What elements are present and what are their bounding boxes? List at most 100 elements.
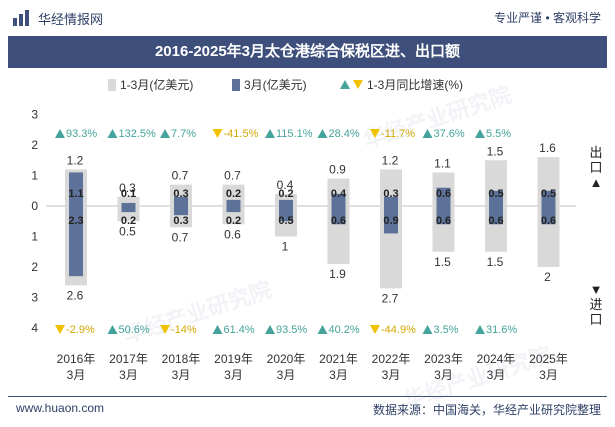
export-month-bar <box>489 190 503 206</box>
x-tick-label: 3月 <box>329 368 348 382</box>
growth-up-triangle-icon <box>422 129 433 138</box>
import-growth-label: 93.5% <box>276 324 307 336</box>
x-tick-label: 2020年 <box>267 352 306 366</box>
export-ytd-label: 1.5 <box>487 144 504 158</box>
import-month-bar <box>489 206 503 225</box>
import-ytd-label: 0.7 <box>172 230 189 244</box>
growth-up-triangle-icon <box>317 129 328 138</box>
export-month-label: 0.6 <box>436 188 451 200</box>
x-tick-label: 3月 <box>487 368 506 382</box>
export-month-bar <box>174 196 188 206</box>
growth-up-triangle-icon <box>265 325 275 334</box>
growth-up-triangle-icon <box>265 129 275 138</box>
growth-up-triangle-icon <box>317 325 328 334</box>
growth-up-triangle-icon <box>107 325 118 334</box>
import-ytd-label: 0.6 <box>224 227 241 241</box>
import-month-bar <box>384 206 398 234</box>
export-month-label: 0.3 <box>383 188 398 200</box>
legend: 1-3月(亿美元) 3月(亿美元) 1-3月同比增速(%) <box>0 74 615 94</box>
x-tick-label: 3月 <box>539 368 558 382</box>
import-growth-label: 31.6% <box>486 324 517 336</box>
import-month-label: 0.3 <box>173 215 188 227</box>
import-month-label: 0.5 <box>278 215 293 227</box>
legend-down-triangle-icon <box>353 80 363 89</box>
growth-down-triangle-icon <box>370 129 380 138</box>
x-tick-label: 2023年 <box>424 352 463 366</box>
import-month-bar <box>121 206 136 213</box>
import-month-label: 2.3 <box>68 215 83 227</box>
export-ytd-label: 0.7 <box>224 169 241 183</box>
export-growth-label: 132.5% <box>119 128 157 140</box>
export-growth-label: 5.5% <box>486 128 511 140</box>
y-tick-label: 4 <box>31 321 38 335</box>
x-tick-label: 3月 <box>67 368 86 382</box>
import-growth-label: -44.9% <box>381 324 416 336</box>
y-tick-label: 3 <box>31 291 38 305</box>
footer-divider <box>8 396 607 397</box>
growth-down-triangle-icon <box>212 129 223 138</box>
export-ytd-label: 1.6 <box>539 141 556 155</box>
growth-up-triangle-icon <box>107 129 118 138</box>
import-month-bar <box>226 206 241 213</box>
import-ytd-label: 2.6 <box>67 288 84 302</box>
export-ytd-label: 0.9 <box>329 163 346 177</box>
legend-yoy-label: 1-3月同比增速(%) <box>367 78 464 92</box>
x-tick-label: 2018年 <box>162 352 201 366</box>
import-month-label: 0.6 <box>541 215 556 227</box>
export-month-bar <box>226 199 241 206</box>
import-ytd-label: 0.5 <box>119 224 136 238</box>
export-growth-label: 93.3% <box>66 128 97 140</box>
export-month-label: 0.4 <box>331 188 347 200</box>
y-tick-label: 2 <box>31 260 38 274</box>
export-month-bar <box>384 196 398 206</box>
x-tick-label: 3月 <box>434 368 453 382</box>
import-ytd-label: 1.5 <box>434 255 451 269</box>
chart-title: 2016-2025年3月太仓港综合保税区进、出口额 <box>8 36 607 68</box>
legend-ytd: 1-3月(亿美元) <box>108 76 193 93</box>
footer-source: 数据来源：中国海关，华经产业研究院整理 <box>372 403 601 417</box>
x-tick-label: 2022年 <box>372 352 411 366</box>
import-month-label: 0.6 <box>331 215 346 227</box>
export-month-bar <box>541 190 556 206</box>
import-month-bar <box>436 206 451 225</box>
import-month-label: 0.2 <box>226 215 241 227</box>
x-tick-label: 2025年 <box>529 352 568 366</box>
growth-up-triangle-icon <box>55 129 65 138</box>
brand-name: 华经情报网 <box>38 12 104 27</box>
legend-up-triangle-icon <box>340 80 350 89</box>
import-ytd-label: 2 <box>544 270 551 284</box>
import-month-bar <box>331 206 346 225</box>
export-month-bar <box>279 199 293 206</box>
growth-up-triangle-icon <box>475 325 485 334</box>
import-month-label: 0.2 <box>121 215 136 227</box>
export-ytd-label: 0.3 <box>119 181 136 195</box>
export-month-label: 0.1 <box>121 188 136 200</box>
import-month-bar <box>279 206 293 222</box>
growth-down-triangle-icon <box>160 325 170 334</box>
footer-website: www.huaon.com <box>16 401 105 415</box>
x-tick-label: 3月 <box>119 368 138 382</box>
header-bar: 华经情报网 专业严谨 • 客观科学 <box>0 0 615 36</box>
import-month-bar <box>69 206 83 277</box>
import-growth-label: -14% <box>171 324 197 336</box>
export-ytd-label: 1.1 <box>434 156 451 170</box>
import-growth-label: 40.2% <box>329 324 360 336</box>
import-growth-label: 3.5% <box>434 324 459 336</box>
x-tick-label: 3月 <box>277 368 296 382</box>
export-month-label: 0.5 <box>488 188 503 200</box>
x-tick-label: 2024年 <box>477 352 516 366</box>
x-tick-label: 3月 <box>382 368 401 382</box>
growth-down-triangle-icon <box>370 325 380 334</box>
export-ytd-label: 1.2 <box>382 153 399 167</box>
growth-up-triangle-icon <box>212 325 223 334</box>
export-month-bar <box>436 187 451 206</box>
import-growth-label: -2.9% <box>66 324 95 336</box>
export-growth-label: 7.7% <box>171 128 196 140</box>
y-tick-label: 1 <box>31 230 38 244</box>
x-tick-label: 3月 <box>172 368 191 382</box>
export-month-label: 1.1 <box>68 188 83 200</box>
export-month-bar <box>69 172 83 206</box>
x-tick-label: 3月 <box>224 368 243 382</box>
legend-ytd-label: 1-3月(亿美元) <box>120 78 194 92</box>
import-month-bar <box>174 206 188 216</box>
